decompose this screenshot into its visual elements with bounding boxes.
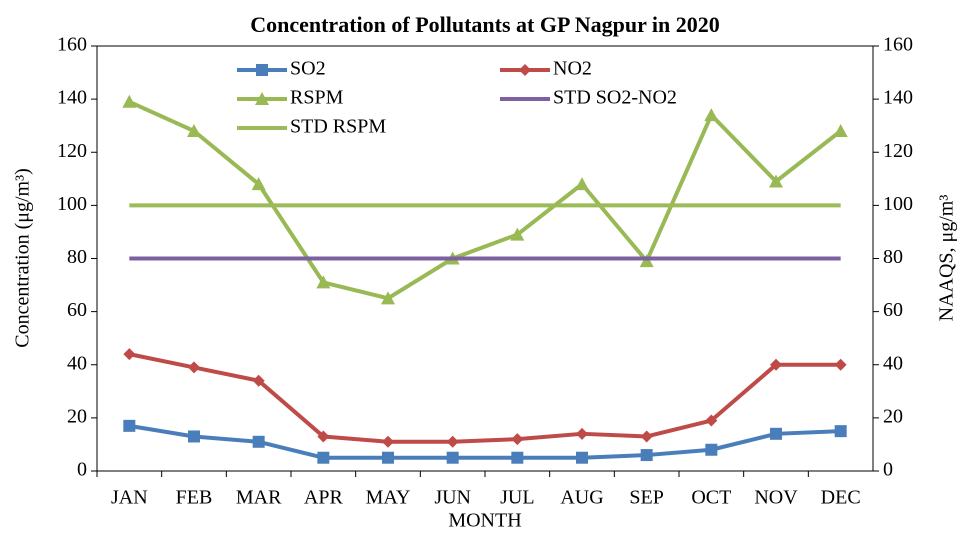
y2-tick-label: 0: [883, 459, 893, 481]
marker: [187, 124, 201, 137]
legend-marker: [519, 64, 531, 76]
y-tick-label: 120: [57, 140, 87, 162]
y-tick-label: 100: [57, 193, 87, 215]
y-tick-label: 0: [77, 459, 87, 481]
x-tick-label: FEB: [176, 487, 213, 509]
x-tick-label: SEP: [629, 487, 663, 509]
marker: [446, 435, 459, 448]
marker: [317, 430, 330, 443]
marker: [510, 227, 525, 241]
marker: [252, 374, 265, 387]
marker: [251, 177, 266, 191]
y-tick-label: 140: [57, 87, 87, 109]
marker: [640, 430, 653, 443]
x-tick-label: JUL: [500, 487, 534, 509]
marker: [123, 348, 136, 361]
marker: [252, 435, 265, 448]
y2-tick-label: 20: [883, 405, 903, 427]
marker: [188, 430, 200, 443]
y-axis-label: Concentration (μg/m³): [12, 168, 34, 347]
marker: [705, 414, 718, 427]
x-tick-label: APR: [304, 487, 344, 509]
marker: [122, 94, 137, 108]
x-tick-label: MAY: [366, 487, 411, 509]
legend-label: RSPM: [290, 87, 344, 109]
marker: [317, 451, 330, 464]
x-tick-label: JUN: [434, 487, 471, 509]
x-tick-label: MAR: [236, 487, 282, 509]
legend-label: STD RSPM: [290, 116, 386, 138]
marker: [511, 433, 524, 446]
legend-label: SO2: [290, 58, 326, 80]
y-tick-label: 80: [67, 246, 87, 268]
y2-tick-label: 160: [883, 34, 913, 56]
marker: [639, 254, 654, 268]
y2-tick-label: 80: [883, 246, 903, 268]
y-tick-label: 20: [67, 405, 87, 427]
marker: [770, 427, 782, 440]
marker: [704, 108, 719, 122]
legend-marker: [256, 64, 268, 76]
x-tick-label: NOV: [754, 487, 798, 509]
legend-label: NO2: [553, 58, 592, 80]
marker: [576, 427, 588, 440]
marker: [382, 451, 394, 464]
x-tick-label: AUG: [560, 487, 603, 509]
legend-label: STD SO2-NO2: [553, 87, 677, 109]
x-tick-label: OCT: [691, 487, 731, 509]
x-tick-label: JAN: [111, 487, 148, 509]
marker: [833, 124, 848, 137]
marker: [834, 358, 847, 371]
marker: [446, 451, 459, 464]
y2-tick-label: 120: [883, 140, 913, 162]
y-tick-label: 60: [67, 299, 87, 321]
chart-title: Concentration of Pollutants at GP Nagpur…: [250, 12, 720, 37]
marker: [316, 275, 331, 289]
series-line: [128, 99, 842, 301]
y-tick-label: 40: [67, 352, 87, 374]
marker: [705, 443, 718, 456]
marker: [511, 451, 524, 464]
marker: [834, 425, 847, 438]
marker: [770, 358, 782, 371]
y2-tick-label: 40: [883, 352, 903, 374]
marker: [382, 435, 394, 448]
marker: [188, 361, 200, 374]
y2-axis-label: NAAQS, μg/m³: [936, 195, 958, 322]
y2-tick-label: 60: [883, 299, 903, 321]
marker: [769, 174, 783, 188]
y2-tick-label: 140: [883, 87, 913, 109]
series-line: [129, 423, 841, 460]
y-tick-label: 160: [57, 34, 87, 56]
x-axis-label: MONTH: [448, 510, 521, 532]
marker: [123, 419, 136, 432]
series-line: [128, 352, 841, 444]
marker: [381, 291, 395, 305]
marker: [640, 449, 653, 462]
y2-tick-label: 100: [883, 193, 913, 215]
marker: [575, 177, 589, 191]
x-tick-label: DEC: [821, 487, 861, 509]
legend-marker: [255, 92, 269, 105]
marker: [576, 451, 588, 464]
